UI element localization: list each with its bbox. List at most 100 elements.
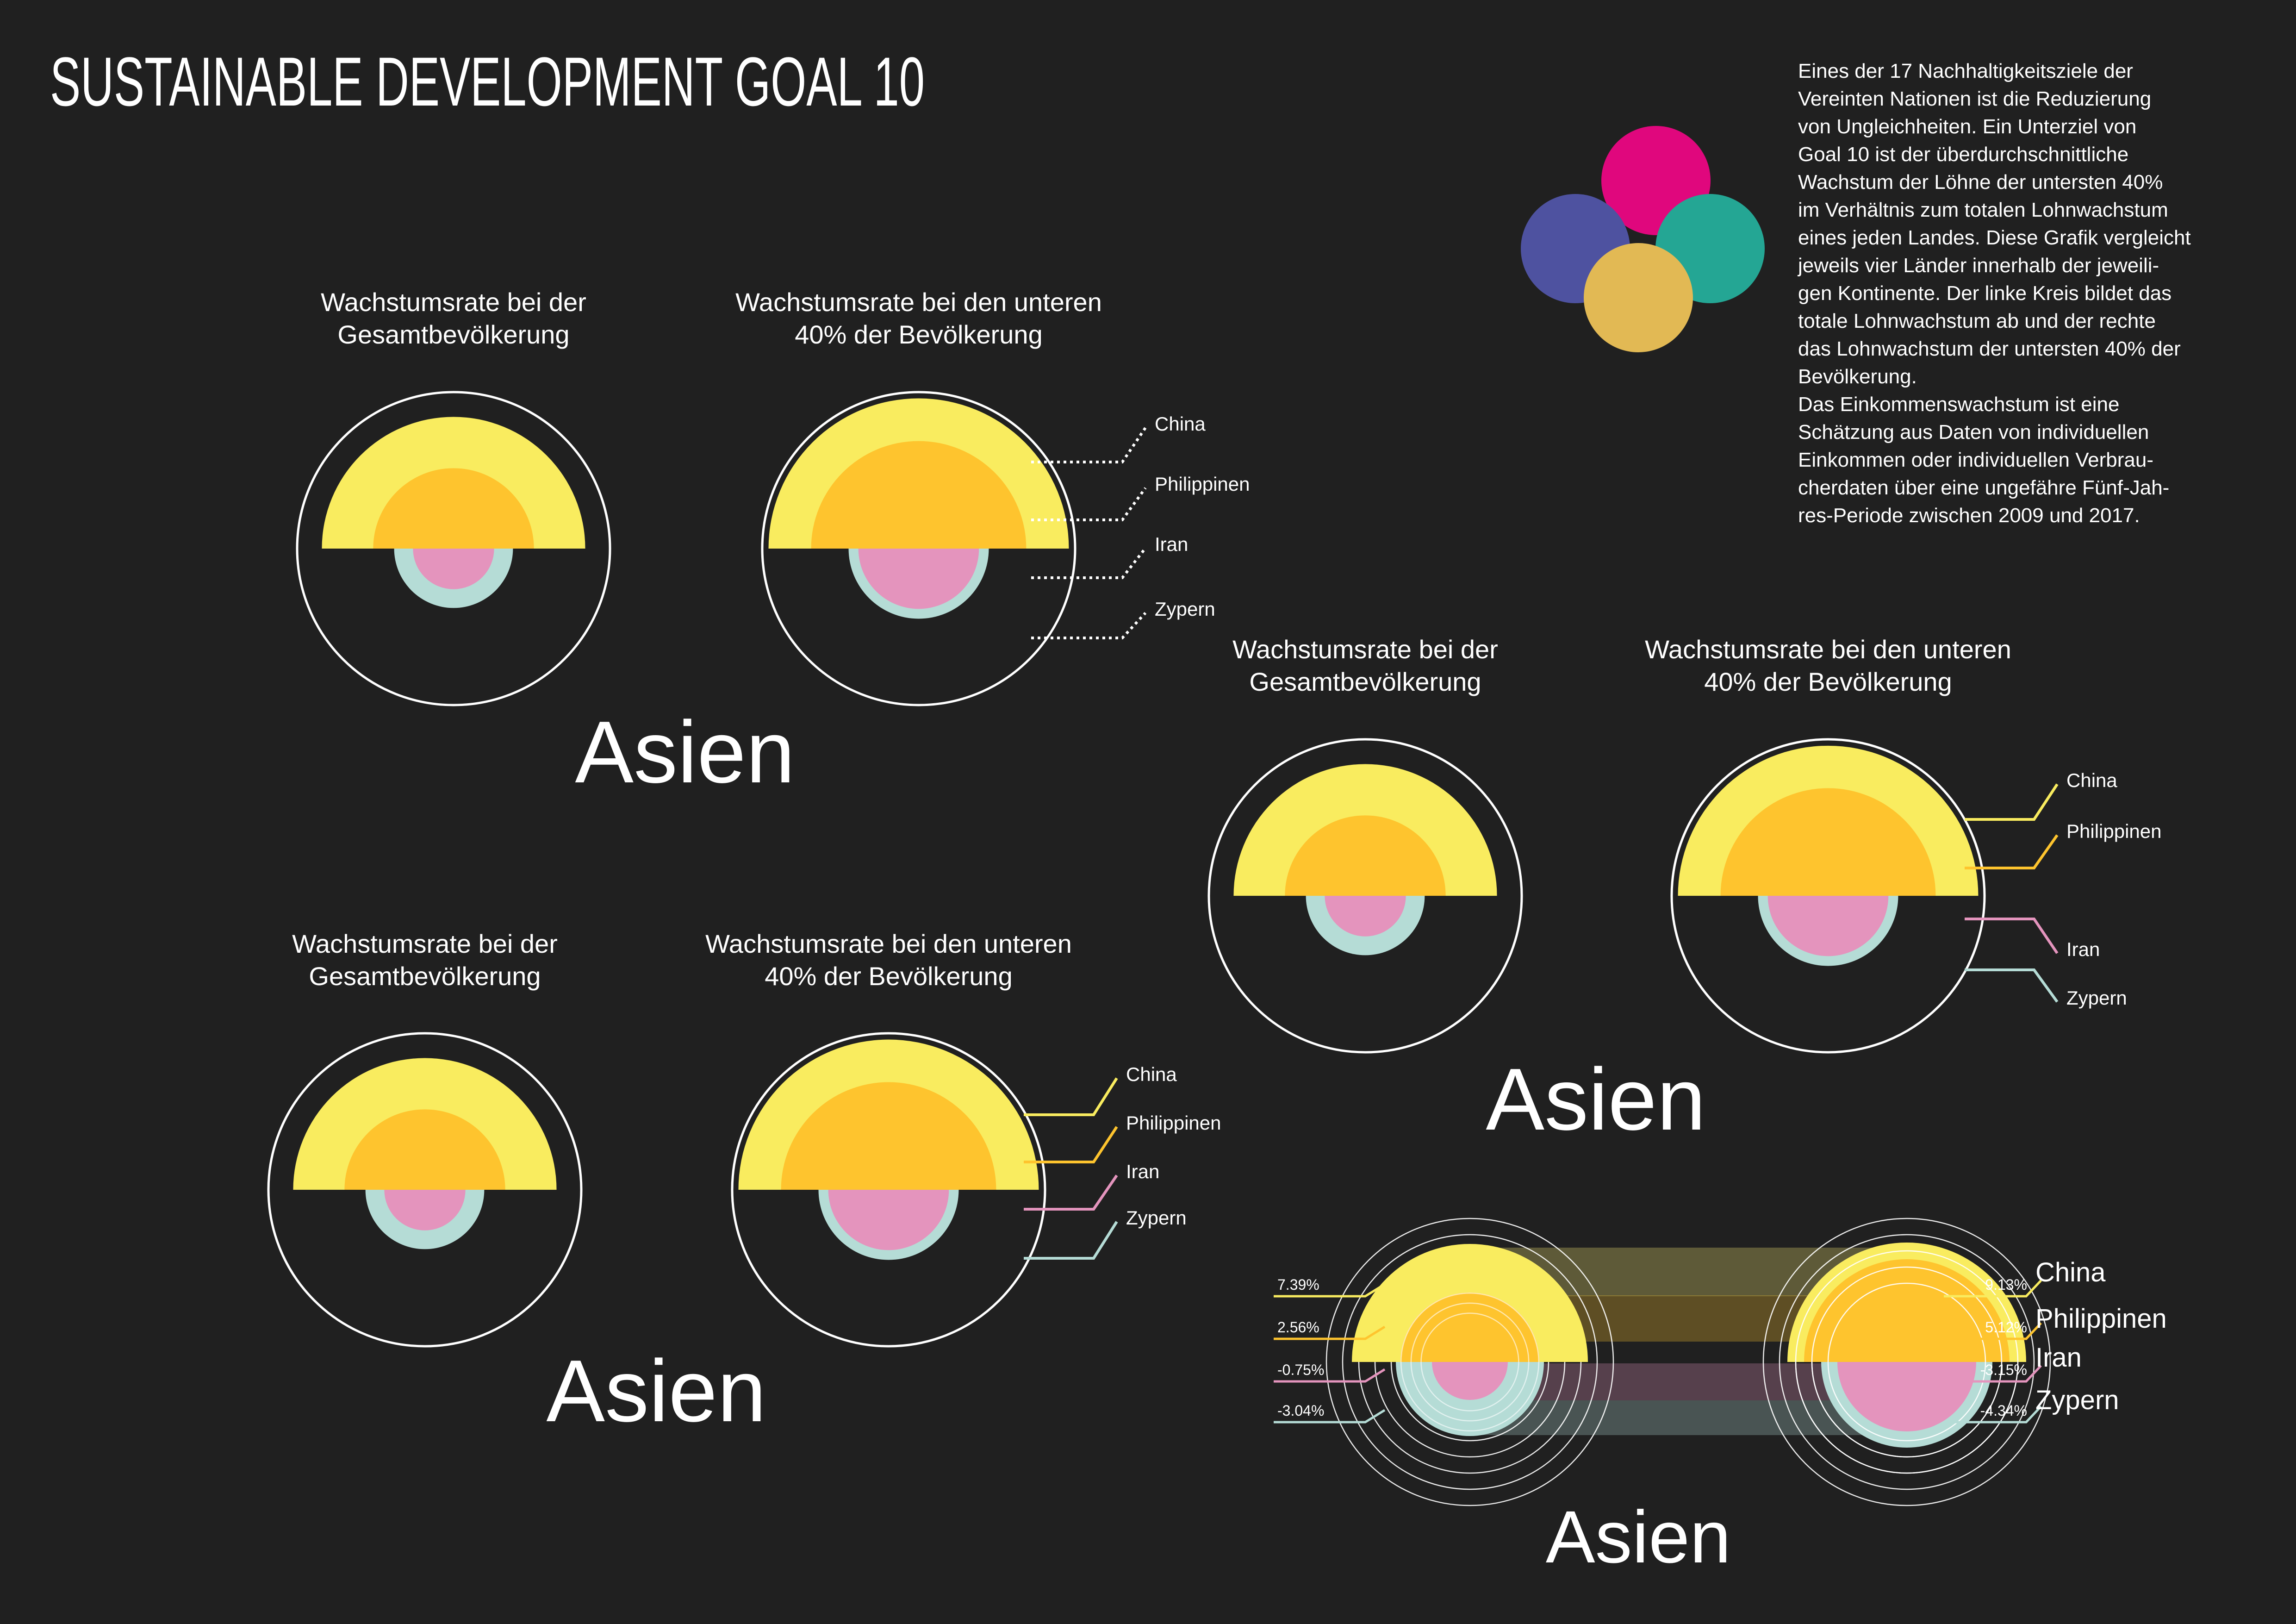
bar-philippinen — [1400, 1293, 1539, 1362]
data-leader — [1274, 1325, 1386, 1340]
intro-line: totale Lohnwachstum ab und der rechte — [1798, 310, 2156, 332]
legend-leader — [1965, 834, 2059, 869]
legend-label-philippinen: Philippinen — [2035, 1304, 2167, 1334]
dial — [1207, 738, 1523, 1054]
bar-philippinen — [1285, 815, 1446, 896]
intro-line: eines jeden Landes. Diese Grafik verglei… — [1798, 226, 2191, 249]
bar-iran — [1767, 896, 1889, 956]
chart-heading: Gesamtbevölkerung — [309, 962, 541, 991]
dial — [1670, 738, 1986, 1054]
guide-ring — [1410, 1302, 1530, 1422]
bar-iran — [1837, 1362, 1976, 1431]
continent-label: Asien — [1486, 1050, 1705, 1149]
dial-outline — [731, 1032, 1046, 1348]
intro-line: im Verhältnis zum totalen Lohnwachstum — [1798, 199, 2168, 221]
bar-iran — [384, 1190, 466, 1230]
bar-philippinen — [781, 1082, 996, 1190]
dial-outline — [1207, 738, 1523, 1054]
bar-iran — [828, 1190, 949, 1250]
legend-label-iran: Iran — [1126, 1161, 1159, 1182]
legend-leader — [1024, 1221, 1118, 1260]
data-label: 7.39% — [1277, 1276, 1319, 1293]
chart-heading: Gesamtbevölkerung — [337, 320, 569, 349]
legend-leader — [1024, 1077, 1118, 1116]
data-label: -3.15% — [1980, 1362, 2027, 1378]
legend-leader — [1031, 612, 1147, 639]
data-leader — [1274, 1283, 1386, 1298]
dial — [267, 1032, 583, 1348]
chart-heading: 40% der Bevölkerung — [1704, 667, 1952, 696]
dial-outline — [267, 1032, 583, 1348]
data-label: -0.75% — [1277, 1362, 1324, 1378]
chart-heading: Wachstumsrate bei der — [321, 287, 586, 317]
intro-line: Das Einkommenswachstum ist eine — [1798, 393, 2119, 416]
dial-outline — [1670, 738, 1986, 1054]
legend-label-china: China — [2066, 769, 2117, 791]
legend-label-iran: Iran — [2035, 1343, 2082, 1373]
legend-leader — [1965, 783, 2059, 821]
logo-circle-gold — [1584, 243, 1693, 352]
legend-leader — [1965, 918, 2059, 954]
data-label: -4.34% — [1980, 1402, 2027, 1419]
data-leader — [1944, 1322, 2042, 1340]
bar-iran — [858, 549, 979, 609]
intro-line: gen Kontinente. Der linke Kreis bildet d… — [1798, 282, 2172, 305]
dial — [296, 391, 611, 706]
guide-ring — [1811, 1266, 2003, 1458]
dial-outline — [296, 391, 611, 706]
legend-leader — [1965, 968, 2059, 1003]
continent-label: Asien — [546, 1342, 766, 1440]
data-label: -3.04% — [1277, 1402, 1324, 1419]
legend-label-china: China — [1126, 1063, 1177, 1085]
sdg-logo — [1521, 126, 1765, 352]
continent-label: Asien — [575, 703, 795, 801]
guide-ring — [1342, 1234, 1598, 1490]
legend-label-philippinen: Philippinen — [2066, 820, 2162, 842]
data-leader — [1944, 1280, 2042, 1298]
legend-label-iran: Iran — [1155, 533, 1188, 555]
legend-label-iran: Iran — [2066, 938, 2100, 960]
legend-label-china: China — [1155, 413, 1206, 435]
chart-heading: Gesamtbevölkerung — [1249, 667, 1481, 696]
guide-ring — [1762, 1218, 2051, 1506]
intro-line: Goal 10 ist der überdurchschnittliche — [1798, 143, 2128, 166]
intro-line: Vereinten Nationen ist die Reduzierung — [1798, 87, 2151, 110]
chart-heading: Wachstumsrate bei den unteren — [735, 287, 1102, 317]
bar-iran — [1432, 1362, 1508, 1400]
data-label: 2.56% — [1277, 1319, 1319, 1336]
intro-line: Bevölkerung. — [1798, 365, 1917, 388]
intro-line: jeweils vier Länder innerhalb der jeweil… — [1797, 254, 2159, 277]
bar-philippinen — [344, 1109, 505, 1190]
legend-label-philippinen: Philippinen — [1155, 473, 1250, 495]
dial-outline — [761, 391, 1076, 706]
legend-label-zypern: Zypern — [2035, 1385, 2119, 1415]
bar-iran — [1325, 896, 1406, 937]
guide-ring — [1827, 1282, 1986, 1442]
chart-block-b: Wachstumsrate bei der Gesamtbevölkerung Wa… — [1207, 635, 2162, 1149]
chart-heading: 40% der Bevölkerung — [765, 962, 1012, 991]
legend-leader — [1031, 547, 1147, 579]
data-leader — [1274, 1409, 1386, 1424]
guide-ring — [1795, 1250, 2019, 1474]
guide-ring — [1325, 1218, 1614, 1506]
guide-ring — [1420, 1312, 1519, 1412]
intro-line: Wachstum der Löhne der untersten 40% — [1798, 171, 2163, 194]
data-label: 5.12% — [1985, 1319, 2027, 1336]
bar-philippinen — [1804, 1259, 2010, 1362]
chart-heading: Wachstumsrate bei den unteren — [1645, 635, 2011, 664]
intro-line: Schätzung aus Daten von individuellen — [1798, 421, 2149, 443]
bar-iran — [413, 549, 494, 589]
legend-label-china: China — [2035, 1257, 2106, 1287]
dial — [731, 1032, 1046, 1348]
intro-line: das Lohnwachstum der untersten 40% der — [1798, 337, 2181, 360]
continent-label: Asien — [1546, 1495, 1731, 1578]
legend-label-zypern: Zypern — [1155, 598, 1215, 620]
intro-line: cherdaten über eine ungefähre Fünf-Jah- — [1798, 476, 2169, 499]
intro-paragraph: Eines der 17 Nachhaltigkeitsziele der Ver… — [1797, 60, 2191, 527]
data-leader — [1944, 1365, 2042, 1383]
intro-line: Eines der 17 Nachhaltigkeitsziele der — [1798, 60, 2133, 82]
guide-ring — [1400, 1292, 1540, 1432]
chart-block-a: Wachstumsrate bei der Gesamtbevölkerung Wa… — [296, 287, 1250, 801]
